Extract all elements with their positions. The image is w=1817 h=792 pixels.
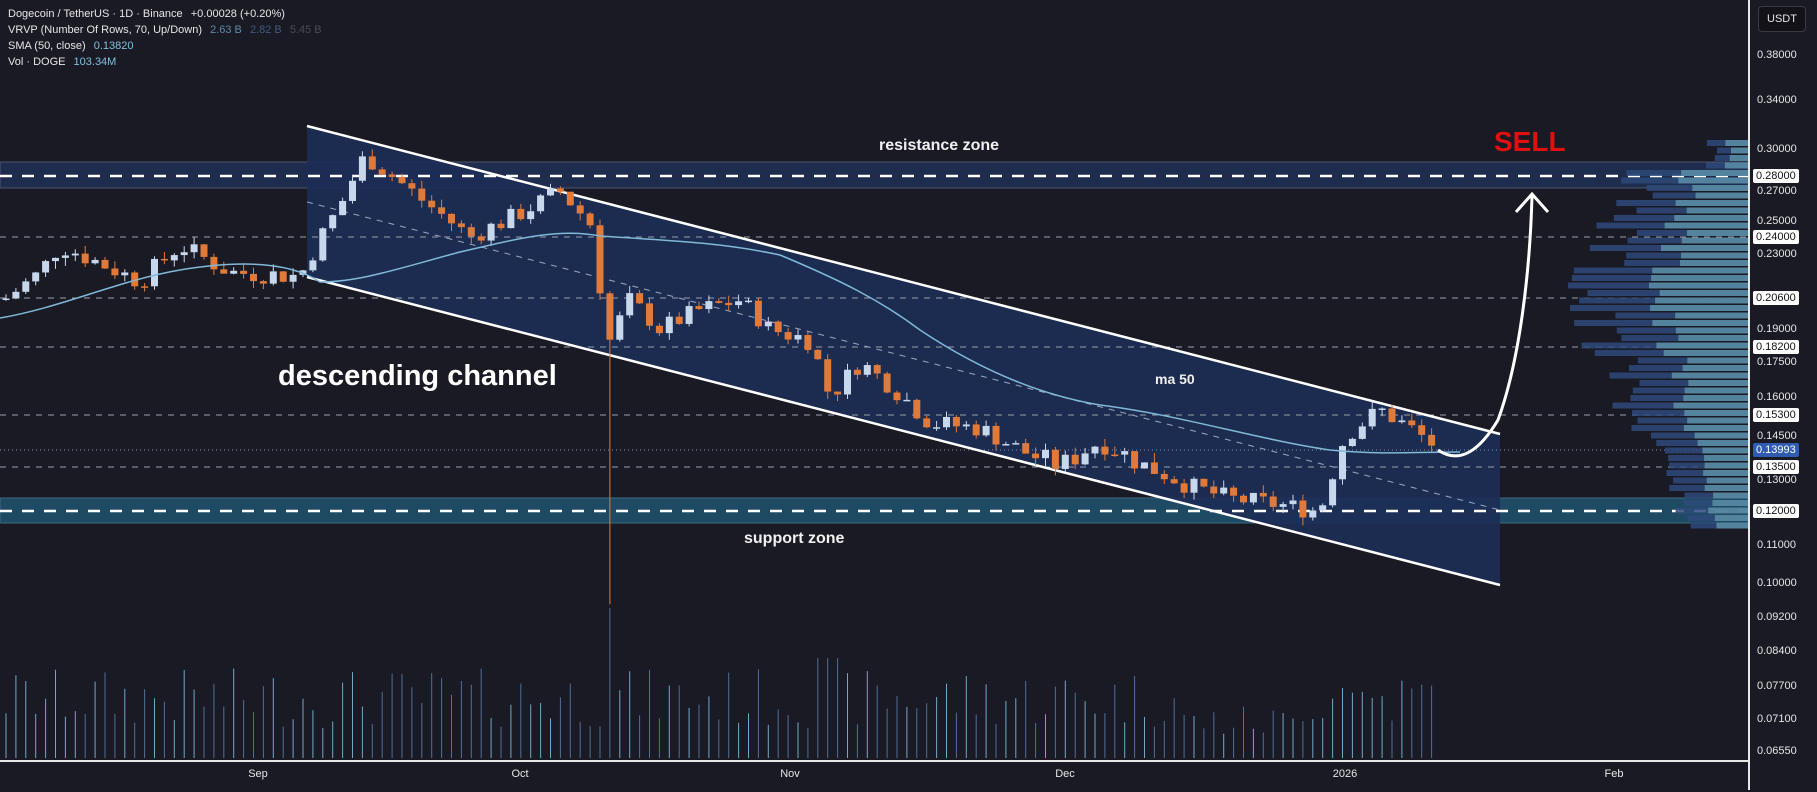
legend-symbol-row[interactable]: Dogecoin / TetherUS · 1D · Binance +0.00… (8, 6, 322, 22)
time-label: Dec (1055, 768, 1075, 780)
price-label: 0.19000 (1757, 323, 1797, 335)
legend-volume-row[interactable]: Vol · DOGE 103.34M (8, 54, 322, 70)
vrvp-up: 2.63 B (210, 24, 242, 36)
price-label: 0.07700 (1757, 680, 1797, 692)
price-label: 0.15300 (1753, 408, 1799, 422)
sma-50-line[interactable] (0, 232, 1461, 454)
legend-sma-row[interactable]: SMA (50, close) 0.13820 (8, 38, 322, 54)
volume-value: 103.34M (73, 56, 117, 68)
sma-value: 0.13820 (93, 40, 134, 52)
price-label: 0.18200 (1753, 340, 1799, 354)
price-label: 0.28000 (1753, 169, 1799, 183)
channel-upper-line[interactable] (306, 124, 1501, 436)
resistance-label: resistance zone (879, 137, 1000, 154)
ma-label: ma 50 (1155, 371, 1195, 387)
level-lines (0, 236, 1748, 468)
volume-label: Vol · DOGE (8, 56, 66, 68)
sell-label: SELL (1494, 126, 1566, 157)
price-chart-canvas[interactable] (0, 0, 1748, 760)
time-axis[interactable]: Sep Oct Nov Dec 2026 Feb (0, 760, 1748, 792)
price-label: 0.09200 (1757, 611, 1797, 623)
price-label: 0.38000 (1757, 49, 1797, 61)
price-label: 0.20600 (1753, 291, 1799, 305)
sma-label: SMA (50, close) (8, 40, 86, 52)
price-label: 0.08400 (1757, 645, 1797, 657)
price-label: 0.16000 (1757, 391, 1797, 403)
price-label: 0.17500 (1757, 356, 1797, 368)
price-label: 0.30000 (1757, 143, 1797, 155)
time-label: Oct (511, 768, 529, 780)
price-axis[interactable]: USDT 0.38000 0.34000 0.30000 0.28000 0.27000… (1748, 0, 1817, 790)
arrow-head-icon (1514, 191, 1550, 213)
price-label: 0.10000 (1757, 577, 1797, 589)
volume-profile (1567, 140, 1748, 529)
price-label: 0.12000 (1753, 504, 1799, 518)
price-label: 0.23000 (1757, 248, 1797, 260)
price-label: 0.13993 (1753, 443, 1799, 457)
legend-vrvp-row[interactable]: VRVP (Number Of Rows, 70, Up/Down) 2.63 … (8, 22, 322, 38)
time-label: 2026 (1332, 768, 1358, 780)
channel-midline (306, 201, 1501, 511)
vrvp-total: 5.45 B (289, 24, 322, 36)
vrvp-label: VRVP (Number Of Rows, 70, Up/Down) (8, 24, 202, 36)
time-label: Sep (248, 768, 268, 780)
volume-bars (5, 608, 1433, 758)
price-label: 0.13500 (1753, 460, 1799, 474)
candlesticks (2, 149, 1436, 605)
price-label: 0.13000 (1757, 474, 1797, 486)
price-label: 0.11000 (1757, 539, 1796, 551)
price-label: 0.27000 (1757, 185, 1797, 197)
time-label: Nov (780, 768, 800, 780)
price-label: 0.14500 (1757, 430, 1797, 442)
forecast-arrow[interactable] (1437, 195, 1534, 458)
channel-label: descending channel (278, 360, 557, 392)
price-label: 0.24000 (1753, 230, 1799, 244)
symbol-title: Dogecoin / TetherUS · 1D · Binance (8, 8, 183, 20)
time-label: Feb (1604, 768, 1624, 780)
currency-selector[interactable]: USDT (1758, 6, 1806, 32)
price-label: 0.06550 (1757, 745, 1797, 757)
vrvp-down: 2.82 B (249, 24, 282, 36)
price-label: 0.07100 (1757, 713, 1797, 725)
price-label: 0.34000 (1757, 94, 1797, 106)
price-change: +0.00028 (+0.20%) (190, 8, 285, 20)
price-label: 0.25000 (1757, 215, 1797, 227)
support-label: support zone (744, 530, 845, 547)
chart-area[interactable]: descending channel resistance zone suppo… (0, 0, 1748, 760)
chart-legend: Dogecoin / TetherUS · 1D · Binance +0.00… (8, 6, 322, 70)
channel-lower-line[interactable] (306, 275, 1501, 587)
